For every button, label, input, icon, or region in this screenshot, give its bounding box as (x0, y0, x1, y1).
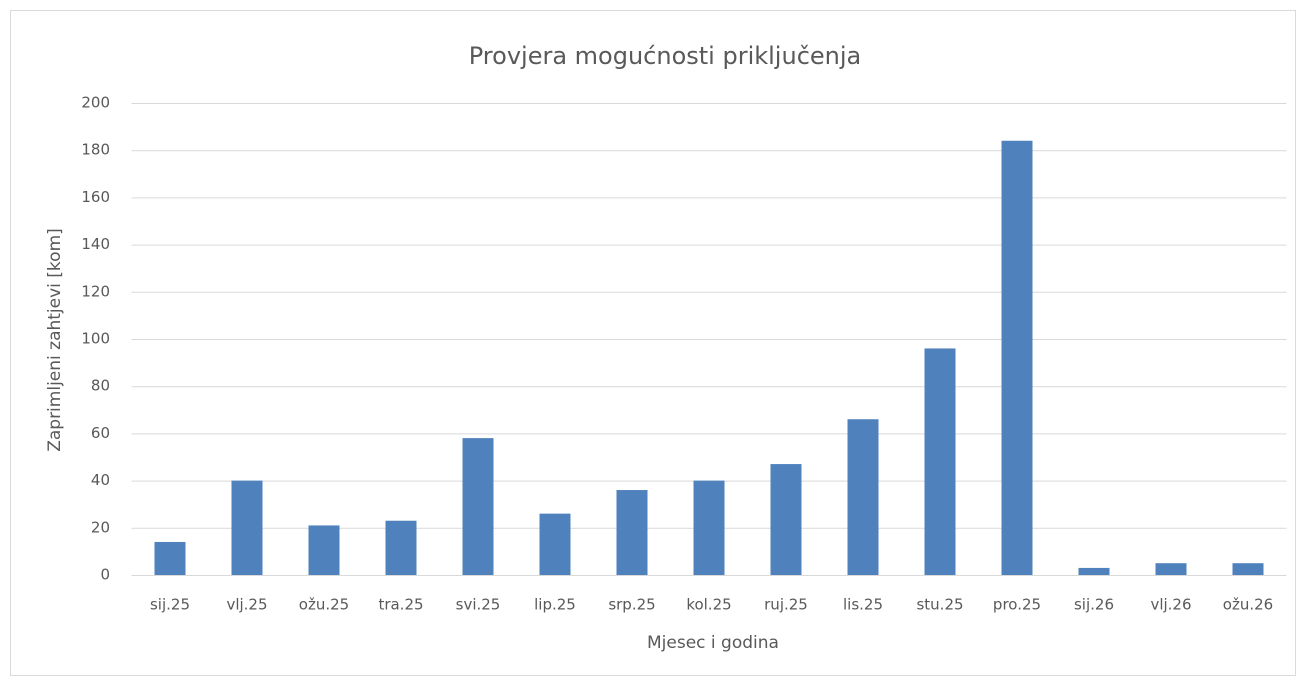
x-tick-label: sij.26 (1074, 596, 1114, 614)
x-tick-label: srp.25 (608, 596, 655, 614)
bar (462, 438, 494, 575)
y-tick-label: 80 (91, 377, 110, 395)
chart-title: Provjera mogućnosti priključenja (469, 42, 861, 70)
y-tick-label: 120 (81, 282, 110, 300)
bar (539, 513, 571, 575)
bar (770, 464, 802, 575)
y-tick-label: 0 (100, 566, 110, 584)
bar (693, 480, 725, 575)
bar (385, 520, 417, 575)
x-tick-label: lip.25 (534, 596, 576, 614)
bar (1155, 563, 1187, 575)
bar (154, 541, 186, 575)
y-tick-label: 140 (81, 235, 110, 253)
bar (1232, 563, 1264, 575)
x-tick-label: ruj.25 (764, 596, 808, 614)
x-tick-label: ožu.26 (1223, 596, 1273, 614)
x-tick-label: pro.25 (993, 596, 1041, 614)
x-tick-label: tra.25 (378, 596, 423, 614)
chart-border (10, 10, 1296, 676)
bar (308, 525, 340, 575)
bar (231, 480, 263, 575)
y-tick-label: 40 (91, 471, 110, 489)
bar (924, 348, 956, 575)
y-tick-label: 180 (81, 141, 110, 159)
x-tick-label: lis.25 (843, 596, 883, 614)
x-tick-label: vlj.26 (1150, 596, 1191, 614)
y-axis-label: Zaprimljeni zahtjevi [kom] (45, 228, 65, 452)
x-axis-label: Mjesec i godina (647, 633, 779, 653)
bar (1001, 140, 1033, 575)
y-tick-label: 100 (81, 330, 110, 348)
x-tick-label: vlj.25 (226, 596, 267, 614)
x-tick-label: kol.25 (686, 596, 731, 614)
bar (847, 419, 879, 575)
y-tick-label: 200 (81, 94, 110, 112)
x-tick-label: stu.25 (916, 596, 963, 614)
y-tick-label: 160 (81, 188, 110, 206)
y-tick-label: 20 (91, 518, 110, 536)
bar (1078, 567, 1110, 575)
x-tick-label: ožu.25 (299, 596, 349, 614)
x-tick-label: sij.25 (150, 596, 190, 614)
y-tick-label: 60 (91, 424, 110, 442)
bar (616, 490, 648, 575)
x-tick-label: svi.25 (456, 596, 501, 614)
